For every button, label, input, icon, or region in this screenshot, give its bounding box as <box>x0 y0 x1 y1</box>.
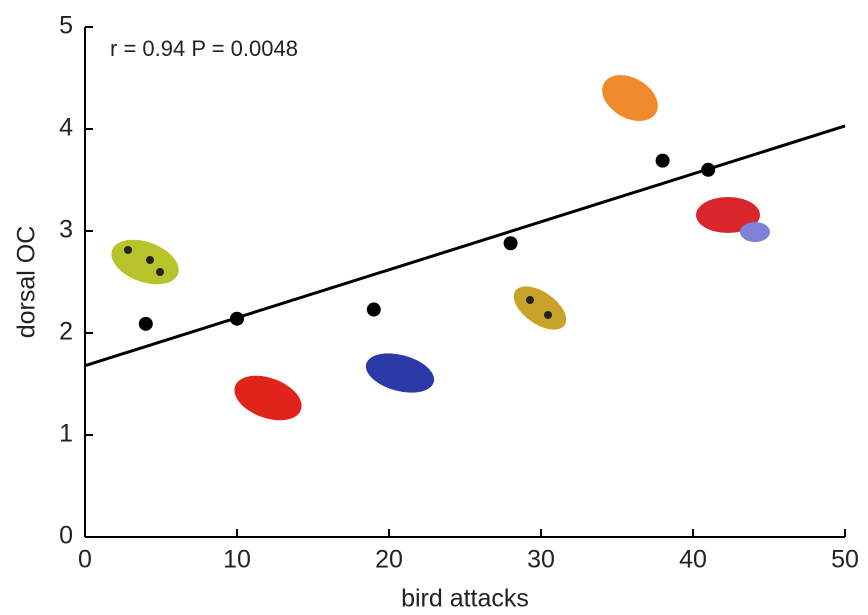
frog-yellow-black <box>506 278 574 339</box>
x-tick-label: 30 <box>527 546 555 574</box>
fit-line <box>85 126 845 366</box>
x-tick-label: 0 <box>78 546 92 574</box>
x-tick-label: 40 <box>679 546 707 574</box>
x-tick-label: 50 <box>831 546 859 574</box>
frog-red <box>228 367 307 429</box>
frog-blue <box>362 347 439 400</box>
data-point <box>230 312 244 326</box>
data-point <box>656 154 670 168</box>
annotation: r = 0.94 P = 0.0048 <box>110 36 298 61</box>
data-point <box>701 163 715 177</box>
frog-illustrations <box>105 66 770 429</box>
frog-orange <box>594 66 666 131</box>
x-axis-label: bird attacks <box>401 585 529 613</box>
frog-red-blue <box>696 197 770 242</box>
data-point <box>504 236 518 250</box>
y-axis-label: dorsal OC <box>13 226 41 339</box>
y-tick-label: 4 <box>59 114 73 142</box>
y-tick-label: 3 <box>59 216 73 244</box>
data-point <box>367 303 381 317</box>
x-tick-label: 10 <box>223 546 251 574</box>
data-point <box>139 317 153 331</box>
chart: r = 0.94 P = 0.0048 bird attacks dorsal … <box>0 0 868 615</box>
y-tick-label: 2 <box>59 318 73 346</box>
y-tick-label: 1 <box>59 420 73 448</box>
frog-yellow-green <box>105 231 184 293</box>
y-tick-label: 0 <box>59 522 73 550</box>
x-tick-label: 20 <box>375 546 403 574</box>
y-tick-label: 5 <box>59 12 73 40</box>
page: r = 0.94 P = 0.0048 bird attacks dorsal … <box>0 0 868 615</box>
